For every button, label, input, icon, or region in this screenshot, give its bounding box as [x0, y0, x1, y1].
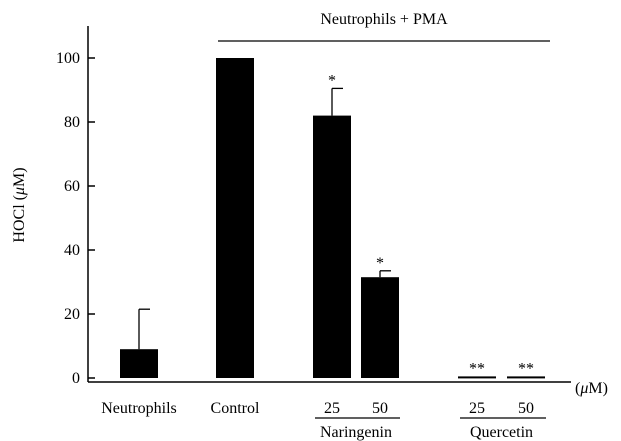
y-axis: 0 20 40 60 80 100: [56, 26, 95, 387]
category-label: 50: [518, 400, 534, 417]
category-label: Neutrophils: [101, 400, 177, 417]
bar: [120, 349, 158, 378]
y-tick-label: 0: [72, 370, 80, 387]
category-labels: Neutrophils Control 25 50 25 50: [101, 400, 534, 417]
top-annotation-label: Neutrophils + PMA: [320, 11, 448, 28]
y-tick-label: 40: [64, 242, 80, 259]
bar: [507, 376, 545, 379]
significance-mark: *: [328, 72, 336, 89]
y-tick-label: 80: [64, 114, 80, 131]
category-label: 25: [324, 400, 340, 417]
error-bars: [138, 87, 391, 350]
bar: [361, 277, 399, 378]
group-labels: Naringenin Quercetin: [315, 417, 546, 441]
significance-mark: **: [518, 360, 534, 377]
significance-marks: **** **: [328, 72, 534, 377]
top-annotation: Neutrophils + PMA: [218, 11, 550, 42]
category-label: Control: [211, 400, 260, 417]
bar: [313, 115, 351, 378]
bar: [458, 376, 496, 379]
category-label: 25: [469, 400, 485, 417]
group-label: Quercetin: [470, 424, 533, 441]
group-label: Naringenin: [320, 424, 392, 441]
bars: [120, 58, 545, 379]
category-label: 50: [372, 400, 388, 417]
y-ticks: 0 20 40 60 80 100: [56, 50, 95, 387]
x-axis: (μM): [88, 380, 608, 397]
significance-mark: **: [469, 360, 485, 377]
x-unit-label: (μM): [575, 380, 608, 397]
y-tick-label: 100: [56, 50, 80, 67]
bar: [216, 58, 254, 378]
y-tick-label: 60: [64, 178, 80, 195]
significance-mark: *: [376, 255, 384, 272]
y-axis-label: HOCl (μM): [11, 167, 28, 242]
y-tick-label: 20: [64, 306, 80, 323]
